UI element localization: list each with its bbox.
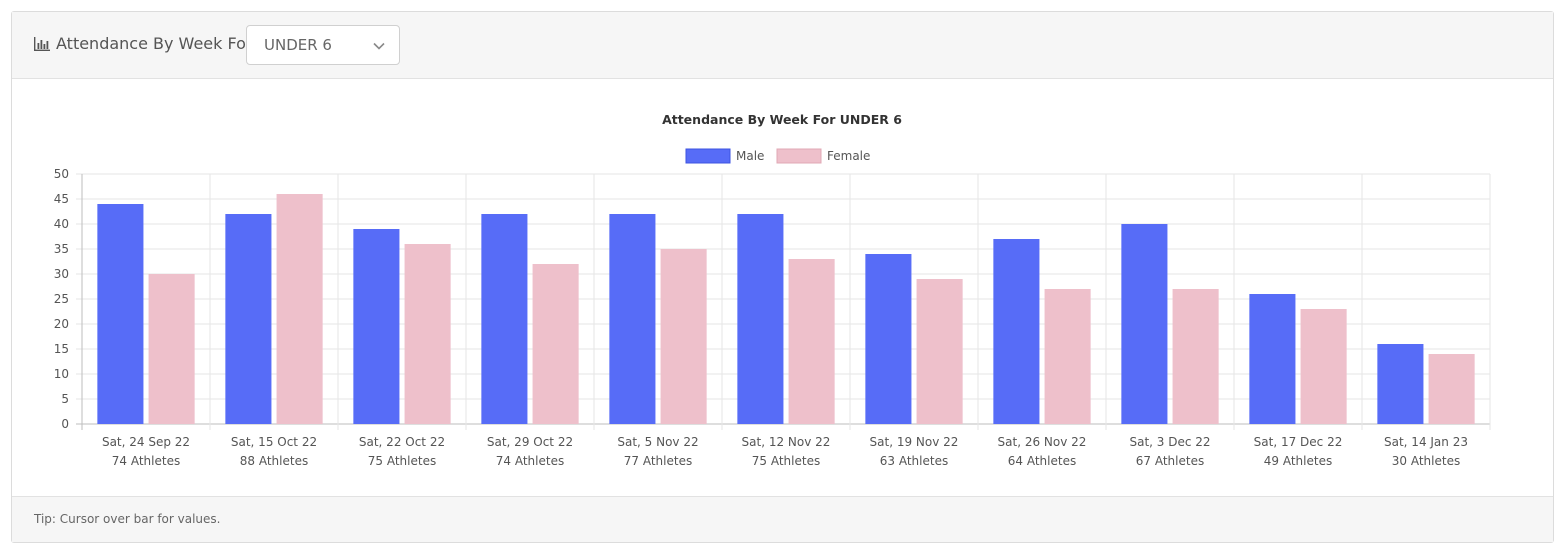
male-bar[interactable] bbox=[225, 214, 272, 424]
male-bar[interactable] bbox=[1377, 344, 1424, 424]
x-tick-label: Sat, 5 Nov 22 bbox=[617, 435, 698, 449]
male-bar[interactable] bbox=[609, 214, 656, 424]
y-tick-label: 30 bbox=[54, 267, 69, 281]
x-tick-label: Sat, 17 Dec 22 bbox=[1254, 435, 1343, 449]
female-bar[interactable] bbox=[532, 264, 579, 424]
y-tick-label: 0 bbox=[61, 417, 69, 431]
chart-title: Attendance By Week For UNDER 6 bbox=[662, 112, 902, 127]
chart-card: Attendance By Week For UNDER 6 Attendanc… bbox=[11, 11, 1554, 543]
y-tick-label: 50 bbox=[54, 167, 69, 181]
x-tick-label: Sat, 15 Oct 22 bbox=[231, 435, 317, 449]
x-tick-label: Sat, 26 Nov 22 bbox=[998, 435, 1087, 449]
x-tick-label: Sat, 3 Dec 22 bbox=[1129, 435, 1210, 449]
female-bar[interactable] bbox=[788, 259, 835, 424]
header-title: Attendance By Week For bbox=[56, 34, 253, 53]
y-tick-label: 45 bbox=[54, 192, 69, 206]
age-group-select[interactable]: UNDER 6 bbox=[246, 25, 400, 65]
x-tick-sublabel: 67 Athletes bbox=[1136, 454, 1204, 468]
female-bar[interactable] bbox=[1428, 354, 1475, 424]
female-bar[interactable] bbox=[1172, 289, 1219, 424]
legend-swatch-female[interactable] bbox=[776, 148, 822, 164]
female-bar[interactable] bbox=[276, 194, 323, 424]
y-tick-label: 25 bbox=[54, 292, 69, 306]
male-bar[interactable] bbox=[1121, 224, 1168, 424]
x-tick-label: Sat, 19 Nov 22 bbox=[870, 435, 959, 449]
female-bar[interactable] bbox=[916, 279, 963, 424]
y-tick-label: 35 bbox=[54, 242, 69, 256]
x-tick-label: Sat, 14 Jan 23 bbox=[1384, 435, 1468, 449]
y-tick-label: 5 bbox=[61, 392, 69, 406]
y-tick-label: 20 bbox=[54, 317, 69, 331]
x-tick-sublabel: 63 Athletes bbox=[880, 454, 948, 468]
x-tick-sublabel: 64 Athletes bbox=[1008, 454, 1076, 468]
x-tick-sublabel: 88 Athletes bbox=[240, 454, 308, 468]
x-tick-label: Sat, 22 Oct 22 bbox=[359, 435, 445, 449]
x-tick-sublabel: 75 Athletes bbox=[752, 454, 820, 468]
x-tick-label: Sat, 24 Sep 22 bbox=[102, 435, 190, 449]
female-bar[interactable] bbox=[404, 244, 451, 424]
female-bar[interactable] bbox=[148, 274, 195, 424]
x-tick-sublabel: 74 Athletes bbox=[112, 454, 180, 468]
female-bar[interactable] bbox=[660, 249, 707, 424]
card-footer: Tip: Cursor over bar for values. bbox=[12, 496, 1553, 542]
select-value: UNDER 6 bbox=[264, 36, 332, 54]
x-tick-sublabel: 75 Athletes bbox=[368, 454, 436, 468]
legend-label-male[interactable]: Male bbox=[736, 149, 764, 163]
legend-label-female[interactable]: Female bbox=[827, 149, 870, 163]
y-tick-label: 40 bbox=[54, 217, 69, 231]
y-tick-label: 10 bbox=[54, 367, 69, 381]
x-tick-sublabel: 77 Athletes bbox=[624, 454, 692, 468]
male-bar[interactable] bbox=[481, 214, 528, 424]
legend-swatch-male[interactable] bbox=[685, 148, 731, 164]
bar-chart: Attendance By Week For UNDER 6 Male Fema… bbox=[54, 112, 1491, 468]
male-bar[interactable] bbox=[1249, 294, 1296, 424]
male-bar[interactable] bbox=[97, 204, 144, 424]
male-bar[interactable] bbox=[993, 239, 1040, 424]
male-bar[interactable] bbox=[353, 229, 400, 424]
chevron-down-icon bbox=[373, 42, 385, 50]
footer-tip: Tip: Cursor over bar for values. bbox=[34, 512, 221, 526]
x-tick-sublabel: 30 Athletes bbox=[1392, 454, 1460, 468]
card-header: Attendance By Week For UNDER 6 bbox=[12, 12, 1553, 79]
male-bar[interactable] bbox=[737, 214, 784, 424]
female-bar[interactable] bbox=[1300, 309, 1347, 424]
female-bar[interactable] bbox=[1044, 289, 1091, 424]
bar-chart-icon bbox=[34, 37, 50, 51]
y-tick-label: 15 bbox=[54, 342, 69, 356]
x-tick-label: Sat, 29 Oct 22 bbox=[487, 435, 573, 449]
legend: Male Female bbox=[685, 148, 870, 164]
x-tick-sublabel: 49 Athletes bbox=[1264, 454, 1332, 468]
x-tick-sublabel: 74 Athletes bbox=[496, 454, 564, 468]
male-bar[interactable] bbox=[865, 254, 912, 424]
chart-area: Attendance By Week For UNDER 6 Male Fema… bbox=[12, 79, 1553, 498]
x-tick-label: Sat, 12 Nov 22 bbox=[742, 435, 831, 449]
